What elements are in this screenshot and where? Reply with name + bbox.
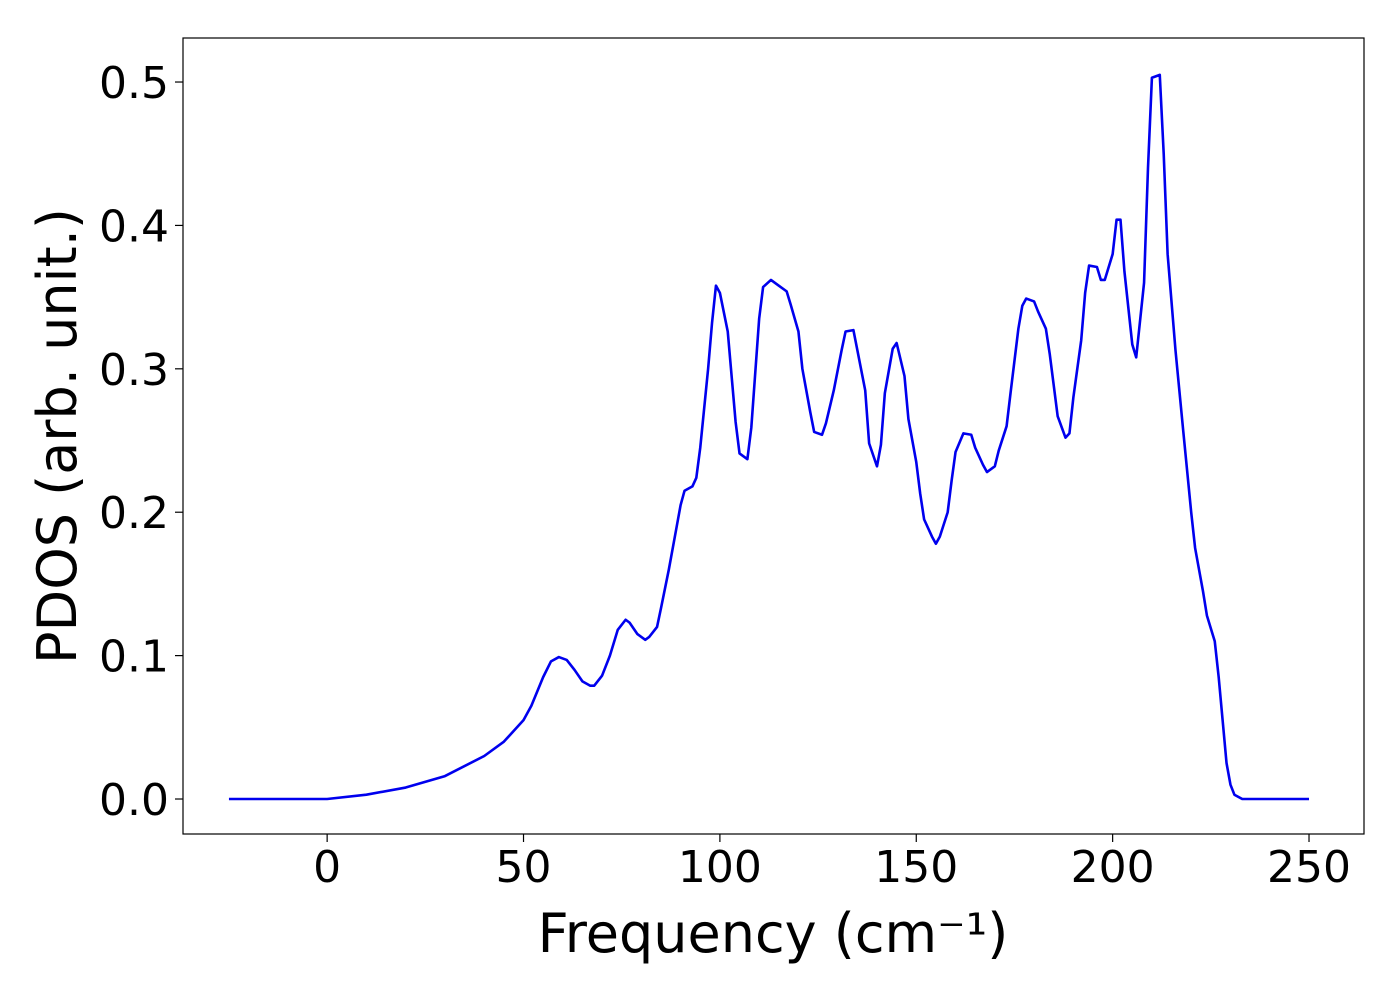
- y-tick-label: 0.0: [99, 775, 169, 826]
- y-tick-label: 0.4: [99, 201, 169, 252]
- x-tick-label: 200: [1071, 842, 1155, 893]
- x-tick-label: 150: [874, 842, 958, 893]
- y-tick-label: 0.2: [99, 488, 169, 539]
- x-axis-label: Frequency (cm⁻¹): [538, 902, 1009, 965]
- x-tick-label: 250: [1267, 842, 1351, 893]
- data-line: [228, 73, 1310, 801]
- x-tick-label: 100: [678, 842, 762, 893]
- y-tick-label: 0.1: [99, 632, 169, 683]
- x-tick-label: 0: [313, 842, 341, 893]
- x-tick-label: 50: [496, 842, 552, 893]
- y-tick-label: 0.5: [99, 58, 169, 109]
- y-axis-label: PDOS (arb. unit.): [26, 208, 89, 664]
- plot-frame: [182, 37, 1365, 835]
- y-tick-label: 0.3: [99, 345, 169, 396]
